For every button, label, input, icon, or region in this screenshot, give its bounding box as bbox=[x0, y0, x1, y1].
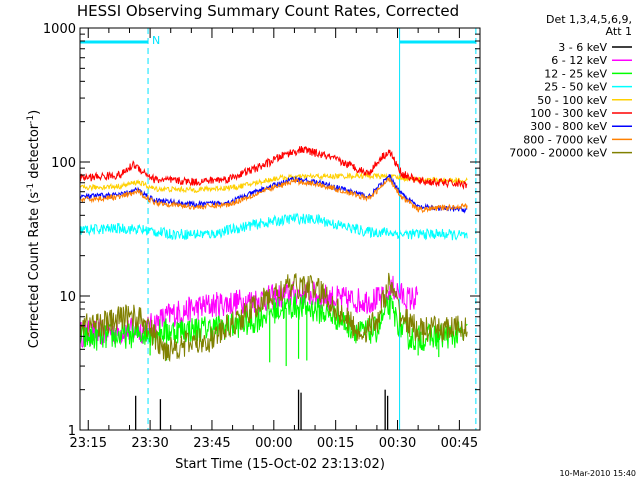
series-line bbox=[80, 177, 468, 214]
legend-label: 6 - 12 keV bbox=[551, 54, 607, 67]
y-tick-label: 100 bbox=[51, 156, 76, 171]
y-label-part1: Corrected Count Rate (s bbox=[27, 192, 42, 349]
y-tick-label: 1000 bbox=[43, 22, 76, 37]
series-line bbox=[79, 272, 468, 363]
y-label-sup2: -1 bbox=[26, 115, 36, 124]
legend-label: 25 - 50 keV bbox=[544, 81, 607, 94]
timestamp: 10-Mar-2010 15:40 bbox=[560, 469, 637, 478]
legend-label: 100 - 300 keV bbox=[530, 107, 607, 120]
series-100-300keV-group bbox=[79, 145, 468, 191]
observing-overlay: N bbox=[80, 28, 477, 430]
y-label-sup1: -1 bbox=[26, 183, 36, 192]
x-tick-label: 23:45 bbox=[193, 436, 230, 451]
x-tick-label: 23:30 bbox=[131, 436, 168, 451]
x-tick-label: 23:15 bbox=[70, 436, 107, 451]
x-tick-label: 00:15 bbox=[317, 436, 354, 451]
legend-label: 3 - 6 keV bbox=[558, 41, 607, 54]
x-tick-label: 00:45 bbox=[441, 436, 478, 451]
series-line bbox=[79, 212, 468, 241]
legend-label: 7000 - 20000 keV bbox=[509, 147, 607, 160]
series-800-7000keV-group bbox=[80, 177, 468, 214]
night-marker: N bbox=[152, 34, 160, 47]
axes: 23:15 23:30 23:45 00:00 00:15 00:30 00:45 1 10 10… bbox=[43, 22, 480, 451]
y-tick-label: 10 bbox=[59, 290, 76, 305]
y-axis-label: Corrected Count Rate (s-1 detector-1) bbox=[26, 110, 42, 348]
x-tick-label: 00:00 bbox=[255, 436, 292, 451]
y-label-part2: detector bbox=[27, 123, 42, 183]
series-line bbox=[79, 145, 468, 191]
series-300-800keV-group bbox=[79, 173, 468, 214]
legend-header-line: Att 1 bbox=[606, 25, 632, 38]
series-25-50keV-group bbox=[79, 212, 468, 241]
plot-frame bbox=[79, 27, 481, 431]
legend-label: 12 - 25 keV bbox=[544, 67, 607, 80]
series-line bbox=[79, 293, 468, 352]
y-label-part3: ) bbox=[27, 110, 42, 115]
plot-series bbox=[79, 145, 468, 430]
series-7000-20000keV-group bbox=[79, 272, 468, 363]
x-tick-label: 00:30 bbox=[379, 436, 416, 451]
chart-title: HESSI Observing Summary Count Rates, Cor… bbox=[77, 2, 459, 20]
series-line bbox=[79, 173, 468, 214]
legend-label: 50 - 100 keV bbox=[537, 94, 607, 107]
series-3-6keV-group bbox=[135, 389, 389, 430]
x-axis-label: Start Time (15-Oct-02 23:13:02) bbox=[175, 457, 385, 472]
y-tick-label: 1 bbox=[68, 424, 76, 439]
legend-label: 300 - 800 keV bbox=[530, 120, 607, 133]
legend-header-line: Det 1,3,4,5,6,9, bbox=[546, 13, 632, 26]
legend-label: 800 - 7000 keV bbox=[523, 133, 607, 146]
